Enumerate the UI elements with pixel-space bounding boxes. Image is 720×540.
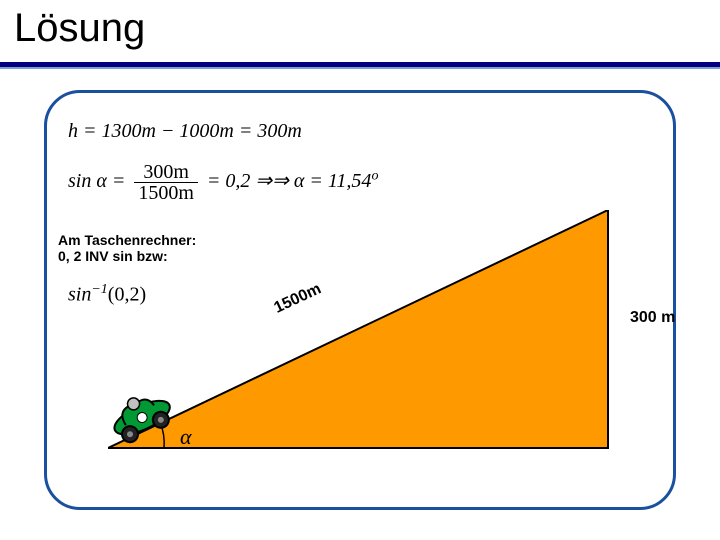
equation-sin: sin α = 300m 1500m = 0,2 ⇒⇒ α = 11,54o bbox=[68, 162, 378, 203]
eq-sin-lhs: sin α = bbox=[68, 170, 125, 192]
triangle-diagram: 1500m α bbox=[108, 210, 620, 466]
degree-symbol: o bbox=[371, 168, 378, 183]
fraction-denominator: 1500m bbox=[134, 183, 198, 203]
angle-alpha-label: α bbox=[180, 424, 192, 450]
eq-sin-result: = 0,2 ⇒⇒ α = 11,54 bbox=[207, 170, 372, 192]
fraction: 300m 1500m bbox=[134, 162, 198, 203]
fraction-numerator: 300m bbox=[134, 162, 198, 183]
page-title: Lösung bbox=[14, 6, 145, 51]
title-underline-light bbox=[0, 67, 720, 69]
asin-exponent: −1 bbox=[91, 282, 107, 297]
equation-h-text: h = 1300m − 1000m = 300m bbox=[68, 120, 302, 142]
asin-prefix: sin bbox=[68, 284, 91, 306]
equation-h: h = 1300m − 1000m = 300m bbox=[68, 120, 302, 143]
height-label: 300 m bbox=[630, 309, 675, 327]
